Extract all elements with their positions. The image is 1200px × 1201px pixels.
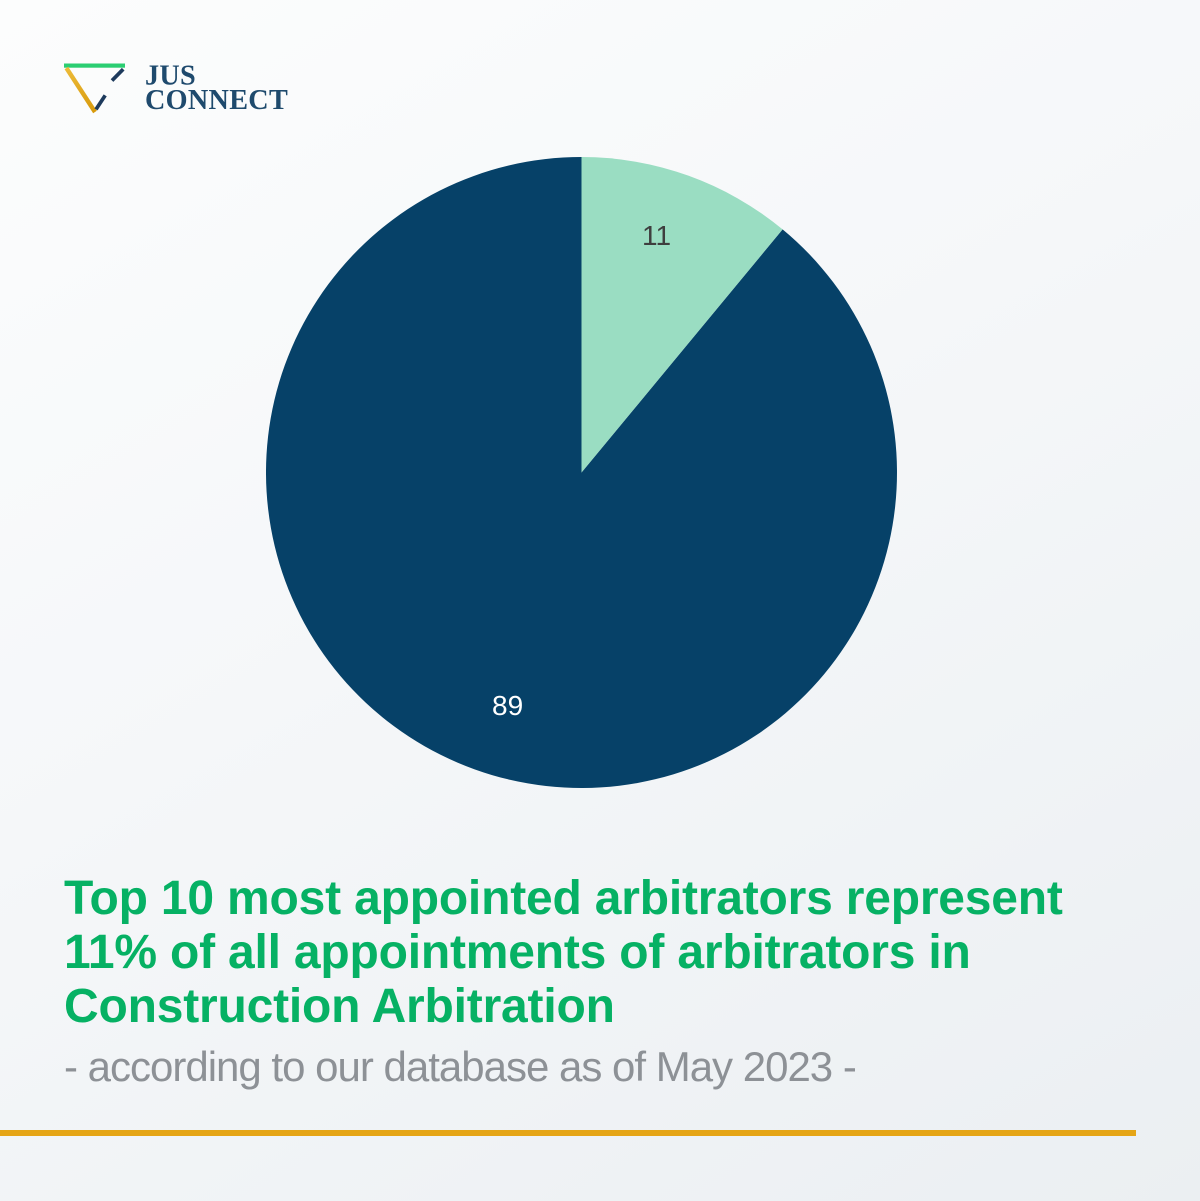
- svg-text:CONNECT: CONNECT: [145, 85, 288, 116]
- svg-text:JUS: JUS: [145, 61, 196, 92]
